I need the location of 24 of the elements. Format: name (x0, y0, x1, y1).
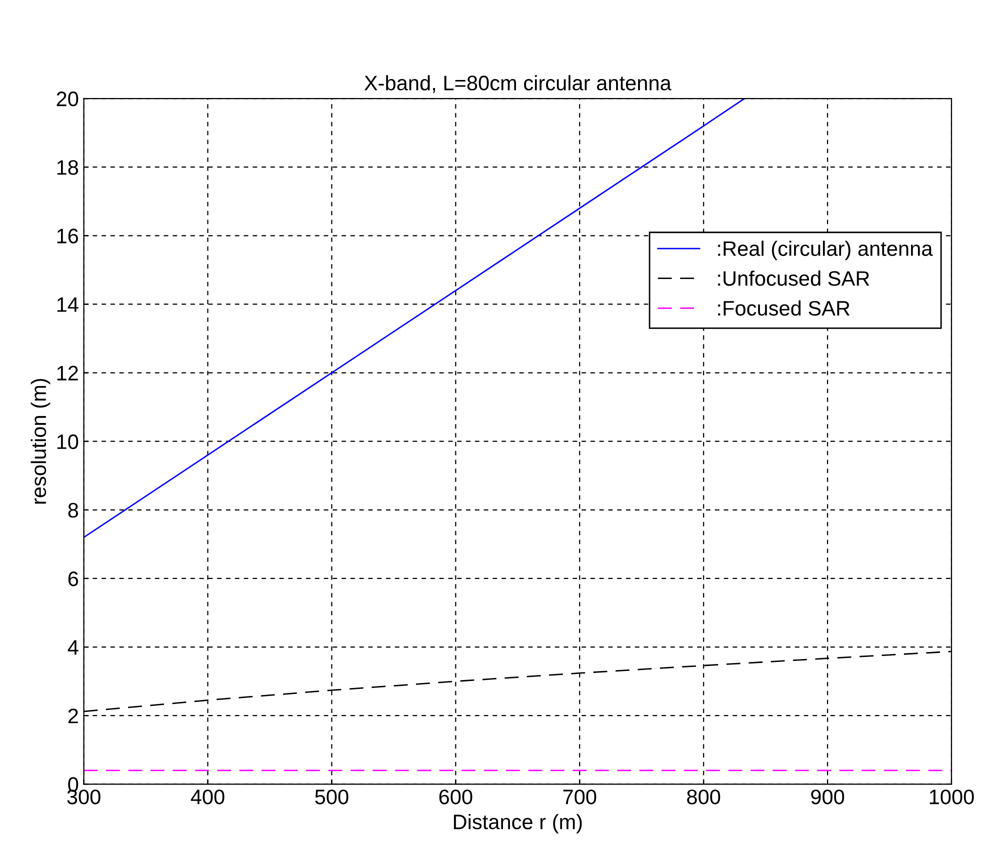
y-tick-label: 16 (57, 228, 78, 244)
y-tick-label: 4 (68, 640, 78, 655)
x-axis-title: Distance r (m) (454, 814, 582, 834)
y-tick-label: 2 (68, 708, 78, 724)
y-tick-label: 8 (68, 502, 78, 518)
x-tick-label: 700 (563, 790, 596, 804)
y-tick-label: 20 (56, 92, 78, 106)
y-tick-label: 10 (57, 434, 78, 450)
x-tick-label: 300 (67, 790, 100, 804)
legend-label: :Focused SAR (718, 300, 850, 316)
x-tick-label: 600 (439, 790, 472, 804)
y-tick-label: 14 (57, 297, 78, 312)
y-axis-title: resolution (m) (30, 378, 50, 504)
x-tick-label: 800 (687, 790, 720, 804)
y-tick-label: 6 (68, 571, 78, 586)
y-tick-label: 18 (57, 160, 78, 175)
x-tick-label: 1000 (930, 790, 974, 804)
x-tick-label: 500 (315, 790, 348, 804)
chart-title: X-band, L=80cm circular antenna (364, 75, 672, 93)
y-tick-label: 12 (57, 366, 78, 380)
x-tick-label: 900 (811, 790, 844, 804)
legend-label: :Real (circular) antenna (718, 240, 933, 260)
x-tick-label: 400 (190, 790, 224, 804)
legend-label: :Unfocused SAR (718, 270, 870, 286)
